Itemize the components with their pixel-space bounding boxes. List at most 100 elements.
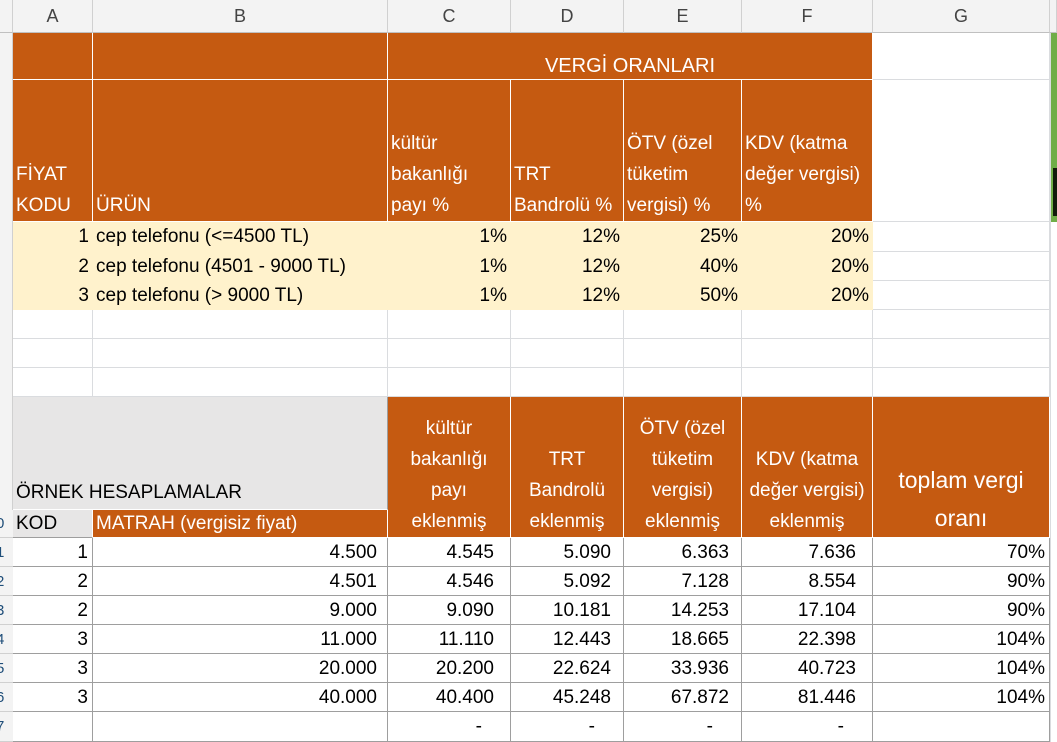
column-header-f[interactable]: F bbox=[742, 0, 873, 33]
calc-row-1-matrah[interactable]: 4.500 bbox=[93, 538, 388, 567]
fiyat-kodu-header[interactable]: FİYAT KODU bbox=[13, 80, 93, 222]
empty-cell[interactable] bbox=[511, 310, 624, 339]
calc-row-6-kod[interactable]: 3 bbox=[13, 683, 93, 712]
empty-cell[interactable] bbox=[873, 310, 1050, 339]
calc-row-1-toplam[interactable]: 70% bbox=[873, 538, 1050, 567]
urun-header[interactable]: ÜRÜN bbox=[93, 80, 388, 222]
calc-row-3-matrah[interactable]: 9.000 bbox=[93, 596, 388, 625]
cell-g2[interactable] bbox=[873, 80, 1050, 222]
trt-bandrolu-header[interactable]: TRT Bandrolü % bbox=[511, 80, 624, 222]
calc-row-5-toplam[interactable]: 104% bbox=[873, 654, 1050, 683]
column-header-c[interactable]: C bbox=[388, 0, 511, 33]
calc-row-4-toplam[interactable]: 104% bbox=[873, 625, 1050, 654]
rate-row-3-kod[interactable]: 3 bbox=[13, 281, 93, 310]
calc-row-2-kultur[interactable]: 4.546 bbox=[388, 567, 511, 596]
trt-eklenmis-header[interactable]: TRT Bandrolü eklenmiş bbox=[511, 397, 624, 538]
calc-row-4-kdv[interactable]: 22.398 bbox=[742, 625, 873, 654]
empty-cell[interactable] bbox=[511, 339, 624, 368]
cell-g3[interactable] bbox=[873, 222, 1050, 252]
calc-row-4-kultur[interactable]: 11.110 bbox=[388, 625, 511, 654]
row-number[interactable]: 3 bbox=[0, 596, 13, 625]
rate-row-2-kdv[interactable]: 20% bbox=[742, 252, 873, 281]
cell-g4[interactable] bbox=[873, 252, 1050, 281]
toplam-vergi-header[interactable]: toplam vergi oranı bbox=[873, 397, 1050, 538]
calc-row-5-kdv[interactable]: 40.723 bbox=[742, 654, 873, 683]
rate-row-2-urun[interactable]: cep telefonu (4501 - 9000 TL) bbox=[93, 252, 388, 281]
calc-row-3-kultur[interactable]: 9.090 bbox=[388, 596, 511, 625]
row-number[interactable]: 7 bbox=[0, 712, 13, 742]
calc-row-5-matrah[interactable]: 20.000 bbox=[93, 654, 388, 683]
empty-cell[interactable] bbox=[742, 368, 873, 397]
calc-row-5-kod[interactable]: 3 bbox=[13, 654, 93, 683]
calc-row-6-kdv[interactable]: 81.446 bbox=[742, 683, 873, 712]
rate-row-1-otv[interactable]: 25% bbox=[624, 222, 742, 252]
otv-header[interactable]: ÖTV (özel tüketim vergisi) % bbox=[624, 80, 742, 222]
otv-eklenmis-header[interactable]: ÖTV (özel tüketim vergisi) eklenmiş bbox=[624, 397, 742, 538]
rate-row-3-otv[interactable]: 50% bbox=[624, 281, 742, 310]
empty-cell[interactable] bbox=[93, 310, 388, 339]
last-row-kdv[interactable]: - bbox=[742, 712, 873, 742]
empty-cell[interactable] bbox=[388, 339, 511, 368]
calc-row-3-kdv[interactable]: 17.104 bbox=[742, 596, 873, 625]
calc-row-3-otv[interactable]: 14.253 bbox=[624, 596, 742, 625]
kod-header[interactable]: KOD bbox=[13, 510, 93, 538]
calc-row-4-trt[interactable]: 12.443 bbox=[511, 625, 624, 654]
ornek-hesaplamalar-title[interactable]: ÖRNEK HESAPLAMALAR bbox=[13, 397, 388, 510]
calc-row-6-toplam[interactable]: 104% bbox=[873, 683, 1050, 712]
empty-cell[interactable] bbox=[13, 712, 93, 742]
calc-row-4-otv[interactable]: 18.665 bbox=[624, 625, 742, 654]
rate-row-1-kultur[interactable]: 1% bbox=[388, 222, 511, 252]
rate-row-1-kdv[interactable]: 20% bbox=[742, 222, 873, 252]
kultur-eklenmis-header[interactable]: kültür bakanlığı payı eklenmiş bbox=[388, 397, 511, 538]
column-header-h[interactable] bbox=[1050, 0, 1057, 33]
matrah-header[interactable]: MATRAH (vergisiz fiyat) bbox=[93, 510, 388, 538]
column-header-a[interactable]: A bbox=[13, 0, 93, 33]
calc-row-3-toplam[interactable]: 90% bbox=[873, 596, 1050, 625]
calc-row-3-trt[interactable]: 10.181 bbox=[511, 596, 624, 625]
calc-row-1-otv[interactable]: 6.363 bbox=[624, 538, 742, 567]
last-row-kultur[interactable]: - bbox=[388, 712, 511, 742]
calc-row-1-trt[interactable]: 5.090 bbox=[511, 538, 624, 567]
calc-row-3-kod[interactable]: 2 bbox=[13, 596, 93, 625]
calc-row-2-trt[interactable]: 5.092 bbox=[511, 567, 624, 596]
calc-row-1-kod[interactable]: 1 bbox=[13, 538, 93, 567]
calc-row-2-kod[interactable]: 2 bbox=[13, 567, 93, 596]
calc-row-6-trt[interactable]: 45.248 bbox=[511, 683, 624, 712]
empty-cell[interactable] bbox=[873, 339, 1050, 368]
rate-row-1-kod[interactable]: 1 bbox=[13, 222, 93, 252]
empty-cell[interactable] bbox=[624, 339, 742, 368]
empty-cell[interactable] bbox=[388, 368, 511, 397]
rate-row-1-urun[interactable]: cep telefonu (<=4500 TL) bbox=[93, 222, 388, 252]
row-number[interactable]: 4 bbox=[0, 625, 13, 654]
empty-cell[interactable] bbox=[742, 310, 873, 339]
calc-row-4-matrah[interactable]: 11.000 bbox=[93, 625, 388, 654]
vergi-oranlari-header[interactable]: VERGİ ORANLARI bbox=[388, 33, 873, 80]
calc-row-5-trt[interactable]: 22.624 bbox=[511, 654, 624, 683]
empty-cell[interactable] bbox=[93, 368, 388, 397]
rate-row-2-kultur[interactable]: 1% bbox=[388, 252, 511, 281]
empty-cell[interactable] bbox=[624, 310, 742, 339]
empty-cell[interactable] bbox=[388, 310, 511, 339]
empty-cell[interactable] bbox=[93, 712, 388, 742]
row-number[interactable]: 5 bbox=[0, 654, 13, 683]
calc-row-5-otv[interactable]: 33.936 bbox=[624, 654, 742, 683]
empty-cell[interactable] bbox=[93, 339, 388, 368]
calc-row-2-otv[interactable]: 7.128 bbox=[624, 567, 742, 596]
calc-row-1-kdv[interactable]: 7.636 bbox=[742, 538, 873, 567]
cell-a1[interactable] bbox=[13, 33, 93, 80]
empty-cell[interactable] bbox=[13, 339, 93, 368]
empty-cell[interactable] bbox=[742, 339, 873, 368]
row-number[interactable]: 2 bbox=[0, 567, 13, 596]
rate-row-2-otv[interactable]: 40% bbox=[624, 252, 742, 281]
calc-row-6-otv[interactable]: 67.872 bbox=[624, 683, 742, 712]
row-number[interactable]: 0 bbox=[0, 510, 13, 538]
calc-row-4-kod[interactable]: 3 bbox=[13, 625, 93, 654]
calc-row-6-kultur[interactable]: 40.400 bbox=[388, 683, 511, 712]
last-row-otv[interactable]: - bbox=[624, 712, 742, 742]
rate-row-3-trt[interactable]: 12% bbox=[511, 281, 624, 310]
kdv-eklenmis-header[interactable]: KDV (katma değer vergisi) eklenmiş bbox=[742, 397, 873, 538]
kdv-header[interactable]: KDV (katma değer vergisi) % bbox=[742, 80, 873, 222]
rate-row-3-kultur[interactable]: 1% bbox=[388, 281, 511, 310]
calc-row-6-matrah[interactable]: 40.000 bbox=[93, 683, 388, 712]
calc-row-2-matrah[interactable]: 4.501 bbox=[93, 567, 388, 596]
